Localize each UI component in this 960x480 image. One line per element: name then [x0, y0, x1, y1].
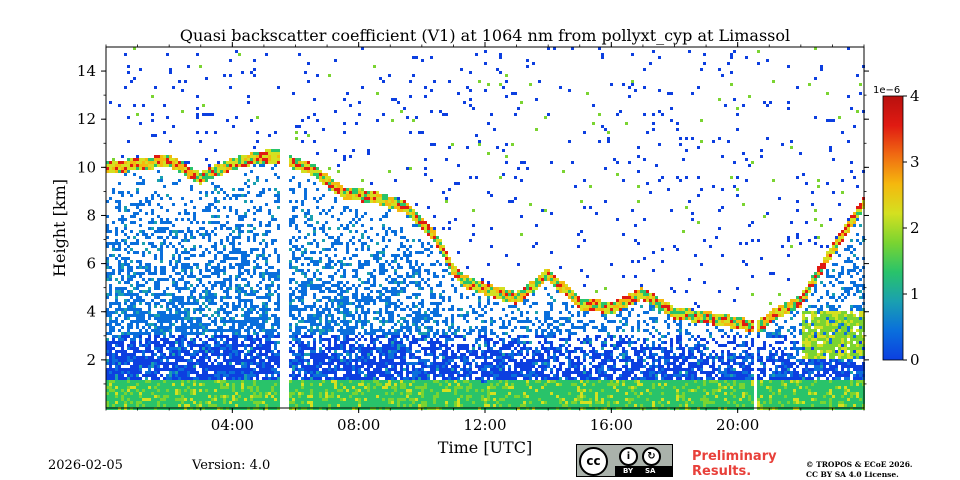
y-tick-label: 10 — [77, 158, 96, 176]
y-tick-label: 8 — [86, 206, 96, 224]
chart-title: Quasi backscatter coefficient (V1) at 10… — [180, 26, 790, 45]
colorbar-ticks: 0 1 2 3 4 — [903, 87, 920, 369]
colorbar-exponent-label: 1e−6 — [873, 85, 900, 96]
cc-badge-bar — [615, 466, 672, 476]
plot-date: 2026-02-05 — [48, 458, 123, 473]
cc-by-label: BY — [623, 467, 634, 475]
x-tick-label: 08:00 — [337, 416, 380, 434]
y-tick-label: 2 — [86, 351, 96, 369]
x-tick-label: 04:00 — [211, 416, 254, 434]
colorbar — [882, 95, 904, 361]
y-tick-label: 14 — [77, 62, 96, 80]
colorbar-tick-label: 4 — [910, 87, 920, 105]
colorbar-tick-label: 2 — [910, 219, 920, 237]
x-tick-label: 12:00 — [463, 416, 506, 434]
cc-sa-label: SA — [645, 467, 656, 475]
y-axis-label: Height [km] — [50, 179, 69, 277]
share-alike-icon: ↻ — [642, 447, 661, 466]
preliminary-notice: Preliminary Results. — [692, 449, 777, 479]
version-label: Version: 4.0 — [192, 458, 271, 473]
copyright-line-2: CC BY SA 4.0 License. — [806, 470, 899, 479]
y-tick-label: 6 — [86, 255, 96, 273]
colorbar-tick-label: 1 — [910, 285, 920, 303]
x-tick-label: 16:00 — [590, 416, 633, 434]
preliminary-line-2: Results. — [692, 464, 752, 479]
x-axis-label: Time [UTC] — [438, 438, 532, 457]
copyright-notice: © TROPOS & ECoE 2026. CC BY SA 4.0 Licen… — [806, 460, 913, 480]
cc-icon: cc — [579, 447, 608, 476]
cc-license-badge[interactable]: cc i ↻ BY SA — [576, 444, 673, 477]
axes-layer: 04:00 08:00 12:00 16:00 20:00 2 4 6 8 10 12 14 — [77, 42, 869, 434]
copyright-line-1: © TROPOS & ECoE 2026. — [806, 460, 913, 469]
preliminary-line-1: Preliminary — [692, 449, 777, 464]
x-tick-label: 20:00 — [716, 416, 759, 434]
colorbar-tick-label: 0 — [910, 351, 920, 369]
y-tick-label: 12 — [77, 110, 96, 128]
colorbar-tick-label: 3 — [910, 153, 920, 171]
attribution-icon: i — [619, 447, 638, 466]
y-tick-label: 4 — [86, 303, 96, 321]
heatmap-layer — [106, 47, 865, 410]
